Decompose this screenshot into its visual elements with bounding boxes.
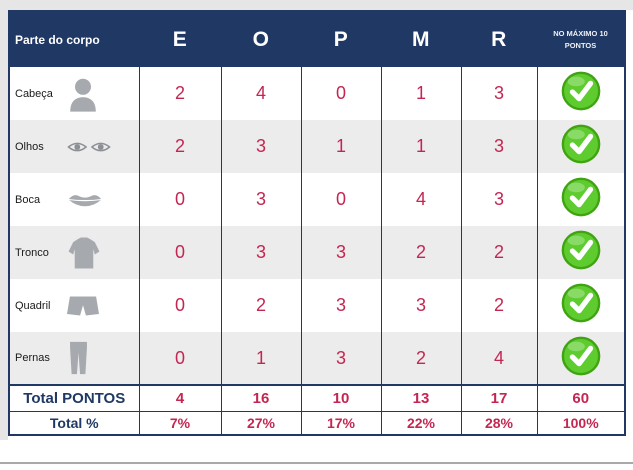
score-cell[interactable]: 1 (300, 120, 381, 173)
total-percent-cell[interactable]: 27% (220, 410, 302, 436)
score-cell[interactable]: 2 (138, 120, 221, 173)
score-cell[interactable]: 2 (380, 226, 461, 279)
row-label: Olhos (15, 140, 44, 153)
score-cell[interactable]: 4 (460, 332, 537, 385)
total-points-label: Total PONTOS (8, 384, 140, 412)
total-percent-cell[interactable]: 22% (380, 410, 462, 436)
score-cell[interactable]: 3 (300, 332, 381, 385)
score-cell[interactable]: 2 (380, 332, 461, 385)
total-percent-cell[interactable]: 7% (138, 410, 222, 436)
header-col-m: M (381, 11, 461, 67)
eyes-icon (67, 138, 111, 156)
total-points-cell[interactable]: 4 (138, 384, 222, 412)
header-col-p: P (301, 11, 381, 67)
page-margin-left (0, 10, 8, 440)
check-cell (536, 279, 625, 332)
header-row: Parte do corpo E O P M R NO MÁXIMO 10 PO… (9, 11, 625, 67)
score-cell[interactable]: 3 (220, 120, 301, 173)
score-cell[interactable]: 2 (460, 279, 537, 332)
score-cell[interactable]: 2 (460, 226, 537, 279)
row-label-cell: Olhos (9, 120, 139, 173)
score-cell[interactable]: 0 (300, 173, 381, 226)
torso-icon (67, 235, 101, 271)
row-label-cell: Cabeça (9, 67, 139, 120)
green-check-icon (560, 70, 602, 112)
score-cell[interactable]: 4 (380, 173, 461, 226)
green-check-icon (560, 229, 602, 271)
total-points-cell[interactable]: 17 (460, 384, 538, 412)
score-cell[interactable]: 0 (138, 332, 221, 385)
total-percent-label: Total % (8, 410, 140, 436)
body-parts-score-table: Parte do corpo E O P M R NO MÁXIMO 10 PO… (8, 10, 626, 436)
page-margin-top (0, 0, 633, 10)
total-points-row: Total PONTOS 4 16 10 13 17 60 (8, 384, 626, 412)
row-label-cell: Tronco (9, 226, 139, 279)
table-row-quadril: Quadril 0 2 3 3 2 (9, 279, 625, 332)
total-points-cell[interactable]: 13 (380, 384, 462, 412)
score-cell[interactable]: 1 (220, 332, 301, 385)
header-col-e: E (139, 11, 221, 67)
row-label: Cabeça (15, 87, 53, 100)
check-cell (536, 226, 625, 279)
score-cell[interactable]: 0 (300, 67, 381, 120)
header-max-note: NO MÁXIMO 10 PONTOS (537, 11, 625, 67)
green-check-icon (560, 176, 602, 218)
score-cell[interactable]: 3 (380, 279, 461, 332)
score-cell[interactable]: 2 (220, 279, 301, 332)
grand-total-percent-cell[interactable]: 100% (536, 410, 626, 436)
grand-total-points-cell[interactable]: 60 (536, 384, 626, 412)
total-points-cell[interactable]: 10 (300, 384, 382, 412)
score-cell[interactable]: 3 (300, 226, 381, 279)
total-percent-cell[interactable]: 17% (300, 410, 382, 436)
score-cell[interactable]: 2 (138, 67, 221, 120)
score-cell[interactable]: 3 (300, 279, 381, 332)
check-cell (536, 67, 625, 120)
score-cell[interactable]: 1 (380, 120, 461, 173)
score-cell[interactable]: 0 (138, 173, 221, 226)
green-check-icon (560, 335, 602, 377)
legs-icon (67, 340, 90, 376)
score-cell[interactable]: 0 (138, 226, 221, 279)
score-cell[interactable]: 3 (220, 226, 301, 279)
row-label-cell: Pernas (9, 332, 139, 385)
check-cell (536, 332, 625, 385)
table-row-cabeca: Cabeça 2 4 0 1 3 (9, 67, 625, 120)
row-label: Quadril (15, 299, 51, 312)
window-divider (0, 462, 633, 464)
row-label: Tronco (15, 246, 49, 259)
row-label-cell: Boca (9, 173, 139, 226)
score-cell[interactable]: 1 (380, 67, 461, 120)
green-check-icon (560, 282, 602, 324)
check-cell (536, 173, 625, 226)
total-percent-row: Total % 7% 27% 17% 22% 28% 100% (8, 410, 626, 436)
score-cell[interactable]: 0 (138, 279, 221, 332)
table-row-tronco: Tronco 0 3 3 2 2 (9, 226, 625, 279)
table-row-boca: Boca 0 3 0 4 3 (9, 173, 625, 226)
header-col-o: O (221, 11, 301, 67)
row-label: Boca (15, 193, 41, 206)
score-cell[interactable]: 3 (460, 173, 537, 226)
score-cell[interactable]: 3 (460, 67, 537, 120)
check-cell (536, 120, 625, 173)
header-col-r: R (461, 11, 537, 67)
total-points-cell[interactable]: 16 (220, 384, 302, 412)
score-cell[interactable]: 3 (460, 120, 537, 173)
total-percent-cell[interactable]: 28% (460, 410, 538, 436)
mouth-icon (67, 191, 103, 208)
table-row-olhos: Olhos 2 3 1 1 3 (9, 120, 625, 173)
score-cell[interactable]: 3 (220, 173, 301, 226)
score-cell[interactable]: 4 (220, 67, 301, 120)
table-row-pernas: Pernas 0 1 3 2 4 (9, 332, 625, 385)
green-check-icon (560, 123, 602, 165)
header-body-part-label: Parte do corpo (9, 11, 139, 67)
row-label-cell: Quadril (9, 279, 139, 332)
row-label: Pernas (15, 352, 50, 364)
hips-icon (67, 295, 99, 317)
head-icon (67, 76, 99, 112)
